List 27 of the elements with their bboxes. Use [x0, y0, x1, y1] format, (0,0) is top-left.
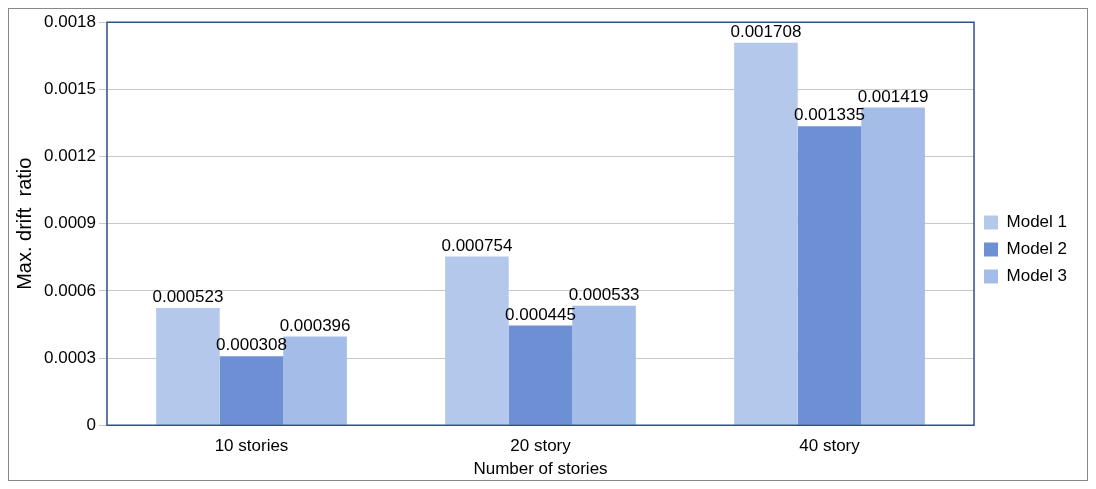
- y-tick-label: 0.0003: [44, 347, 96, 367]
- y-tick-label: 0.0012: [44, 146, 96, 166]
- x-axis-title: Number of stories: [473, 459, 608, 479]
- data-label: 0.000445: [505, 304, 576, 324]
- bar: [219, 356, 284, 425]
- legend-label: Model 1: [1006, 212, 1067, 232]
- y-tick-label: 0.0006: [44, 280, 96, 300]
- x-tick-label: 40 story: [799, 436, 861, 456]
- y-axis-title: Max. drift ratio: [12, 157, 35, 290]
- x-tick-label: 20 story: [510, 436, 572, 456]
- data-label: 0.000523: [152, 287, 224, 307]
- y-tick-label: 0.0009: [44, 213, 96, 233]
- y-tick-label: 0.0018: [44, 11, 96, 31]
- data-label: 0.001335: [794, 105, 865, 125]
- data-label: 0.000754: [441, 235, 513, 255]
- bar: [508, 325, 573, 425]
- data-label: 0.000308: [216, 335, 287, 355]
- x-tick-label: 10 stories: [214, 436, 289, 456]
- legend-label: Model 2: [1006, 239, 1067, 259]
- y-tick-label: 0.0015: [44, 79, 96, 99]
- data-label: 0.000396: [279, 315, 351, 335]
- data-label: 0.000533: [568, 285, 640, 305]
- data-label: 0.001419: [857, 86, 929, 106]
- data-label: 0.001708: [730, 21, 802, 41]
- legend-label: Model 3: [1006, 266, 1067, 286]
- bar: [797, 126, 862, 425]
- y-tick-label: 0: [86, 414, 96, 434]
